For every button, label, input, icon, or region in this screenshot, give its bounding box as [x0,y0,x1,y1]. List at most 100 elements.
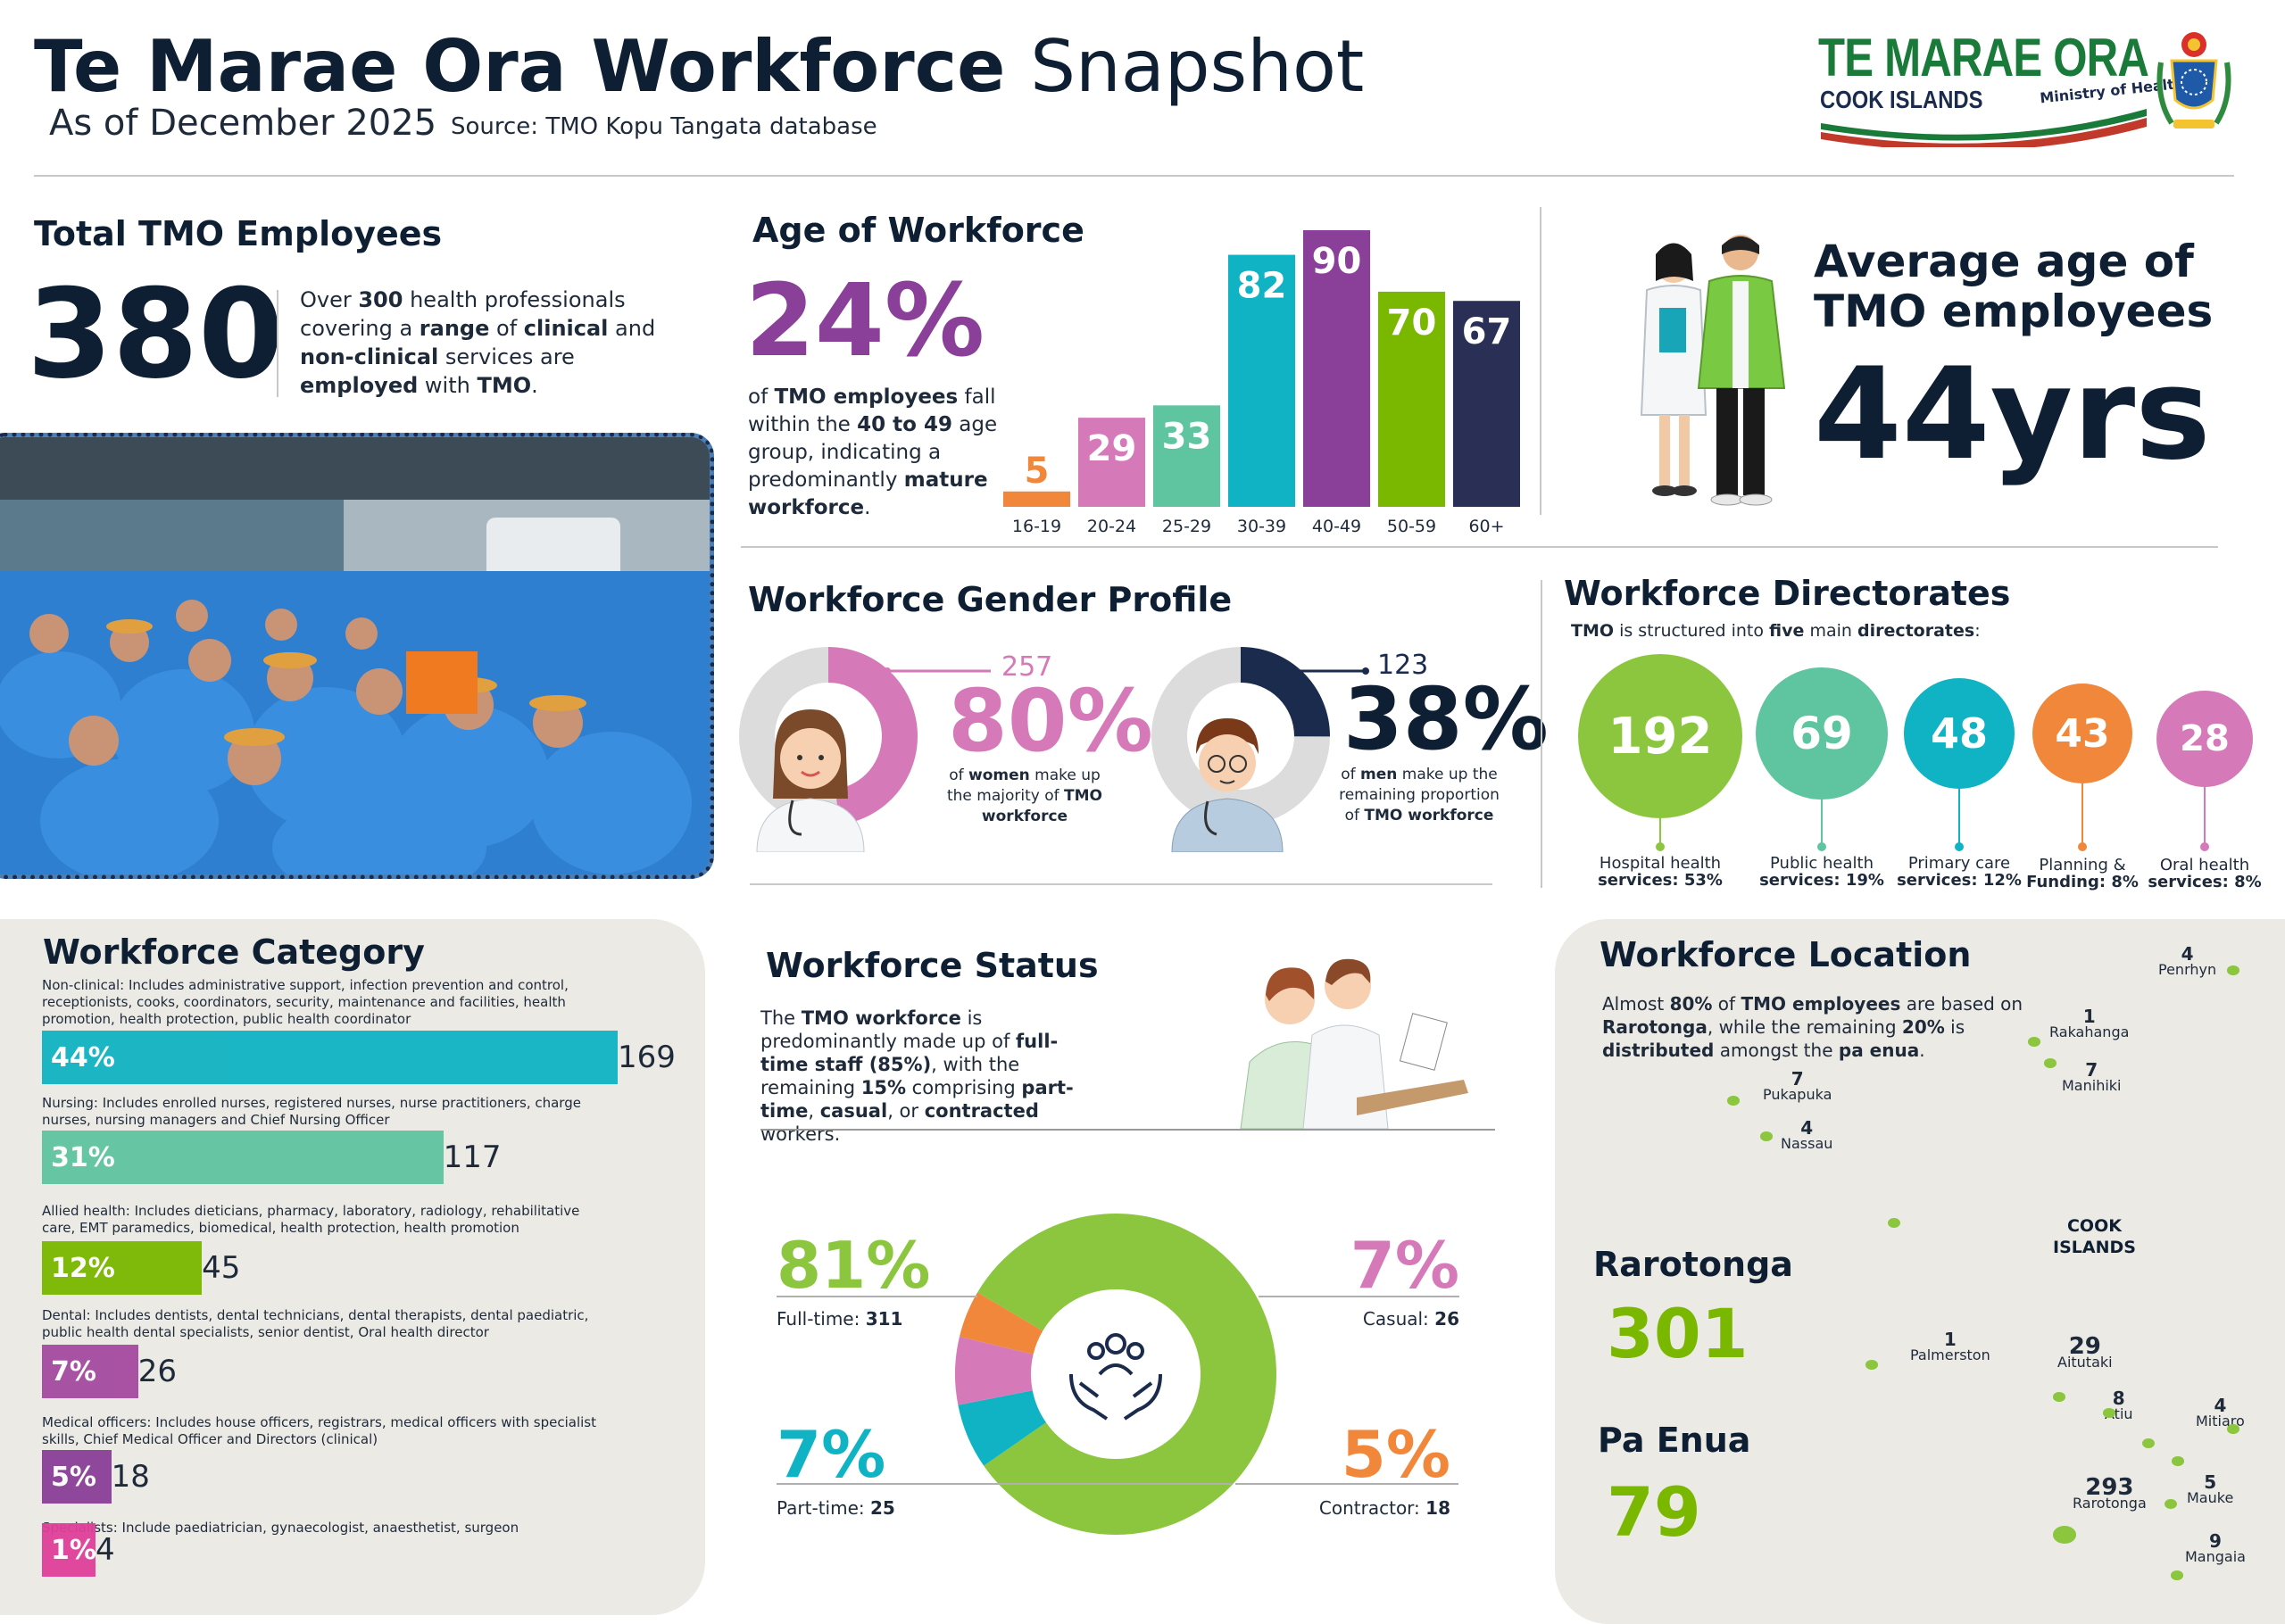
paenua-label: Pa Enua [1598,1421,1751,1460]
island-shape-palmerston [1865,1360,1878,1370]
directorate-connector-0 [1659,818,1661,846]
women-description: of women make up the majority of TMO wor… [946,766,1102,825]
status-description: The TMO workforce is predominantly made … [760,1007,1074,1145]
category-bar-1: 31% [42,1131,444,1184]
men-count: 123 [1377,650,1429,681]
title-light: Snapshot [1030,25,1365,108]
directorate-connector-4 [2204,787,2206,846]
directorate-circle-4: 28 [2156,691,2253,787]
people-care-icon [1055,1313,1176,1435]
age-bar-16-19 [1003,491,1070,507]
men-percent: 38% [1343,669,1549,769]
directorate-connector-1 [1821,800,1823,846]
age-bar-20-24 [1078,418,1145,507]
island-label-rarotonga: 293 Rarotonga [2073,1474,2147,1512]
status-leader-2 [1259,1296,1459,1297]
status-heading: Workforce Status [766,946,1099,985]
status-segment-1 [958,1390,1046,1466]
staff-photo [0,433,714,879]
island-shape-extra-0 [1888,1218,1900,1228]
status-label-0: 81% Full-time: 311 [777,1228,931,1330]
age-bar-value-30-39: 82 [1237,266,1287,307]
rarotonga-label: Rarotonga [1593,1245,1793,1284]
status-label-1: 7% Part-time: 25 [777,1417,895,1519]
category-bar-3: 7% [42,1345,138,1398]
header-divider [34,175,2234,177]
island-label-rakahanga: 1 Rakahanga [2049,1006,2130,1040]
men-leader-line [1241,667,1369,675]
location-panel [1555,919,2285,1624]
country-label: COOK ISLANDS [2053,1216,2136,1257]
age-heading: Age of Workforce [752,211,1084,250]
island-shape-aitutaki [2053,1392,2065,1402]
island-shape-mauke [2172,1456,2184,1466]
staff-photo-illustration [0,437,710,874]
age-bar-25-29 [1153,405,1220,507]
category-count-5: 4 [96,1532,115,1568]
island-label-mangaia: 9 Mangaia [2185,1530,2246,1565]
age-tick-label-50-59: 50-59 [1387,517,1436,536]
location-heading: Workforce Location [1600,935,1972,974]
island-shape-mangaia [2171,1570,2183,1580]
title-bold: Te Marae Ora Workforce [34,25,1006,108]
island-shape-rakahanga [2028,1037,2040,1047]
island-label-palmerston: 1 Palmerston [1910,1329,1990,1363]
age-bar-chart: 5 16-19 29 20-24 33 25-29 82 30-39 90 40-49 70 50-5… [1003,230,1520,536]
page-subtitle: As of December 2025 [49,103,437,144]
island-shape-extra-1 [2142,1438,2155,1448]
category-count-3: 26 [137,1354,177,1389]
category-heading: Workforce Category [43,932,425,972]
gender-bottom-divider [750,883,1492,885]
island-shape-manihiki [2044,1058,2056,1068]
status-donut [955,1214,1276,1535]
age-bar-value-16-19: 5 [1025,451,1050,492]
category-bar-2: 12% [42,1241,203,1295]
directorate-dot-1 [1817,842,1826,851]
island-label-aitutaki: 29 Aitutaki [2057,1333,2113,1371]
source-note: Source: TMO Kopu Tangata database [451,113,877,140]
status-label-2: 7% Casual: 26 [1350,1228,1459,1330]
category-bar-0: 44% [42,1031,618,1084]
age-divider [1540,207,1541,515]
category-count-2: 45 [202,1250,241,1286]
category-description-0: Non-clinical: Includes administrative su… [42,977,569,1027]
age-bar-value-60+: 67 [1462,311,1512,352]
directorate-dot-3 [2078,842,2087,851]
status-leader-3 [1235,1483,1458,1485]
age-tick-label-60+: 60+ [1468,517,1504,536]
men-donut-segment [1241,647,1330,737]
category-list: Non-clinical: Includes administrative su… [42,977,685,1602]
age-tick-label-20-24: 20-24 [1087,517,1136,536]
directorates-intro: TMO is structured into five main directo… [1571,621,1981,641]
logo-country: COOK ISLANDS [1820,86,1983,113]
category-description-4: Medical officers: Includes house officer… [42,1414,596,1447]
age-bar-60+ [1453,301,1520,507]
total-description: Over 300 health professionals covering a… [300,287,656,398]
category-description-2: Allied health: Includes dieticians, phar… [42,1203,580,1236]
woman-doctor-icon [756,709,865,852]
status-label-3: 5% Contractor: 18 [1318,1417,1450,1519]
age-bar-30-39 [1228,254,1295,507]
category-count-4: 18 [111,1459,150,1495]
age-tick-label-16-19: 16-19 [1012,517,1061,536]
age-tick-label-25-29: 25-29 [1162,517,1211,536]
directorate-label-4: Oral health services: 8% [2148,856,2262,891]
island-shape-penrhyn [2227,965,2239,975]
category-description-5: Specialists: Include paediatrician, gyna… [42,1520,519,1536]
island-label-penrhyn: 4 Penrhyn [2158,943,2217,978]
average-age-value: 44yrs [1814,341,2211,488]
directorate-connector-3 [2081,783,2083,846]
category-bar-4: 5% [42,1450,112,1504]
directorate-dot-0 [1656,842,1665,851]
island-label-nassau: 4 Nassau [1781,1117,1833,1152]
directorates-divider [1541,580,1542,888]
category-description-3: Dental: Includes dentists, dental techni… [42,1307,589,1340]
island-label-atiu: 8 Atiu [2105,1388,2133,1422]
age-bar-value-20-24: 29 [1087,428,1137,469]
category-description-1: Nursing: Includes enrolled nurses, regis… [42,1095,581,1128]
island-shape-rarotonga [2053,1526,2076,1544]
age-description: of TMO employees fall within the 40 to 4… [748,385,998,519]
directorate-dot-2 [1955,842,1964,851]
women-leader-line [884,667,991,675]
category-bar-5: 1% [42,1523,96,1577]
